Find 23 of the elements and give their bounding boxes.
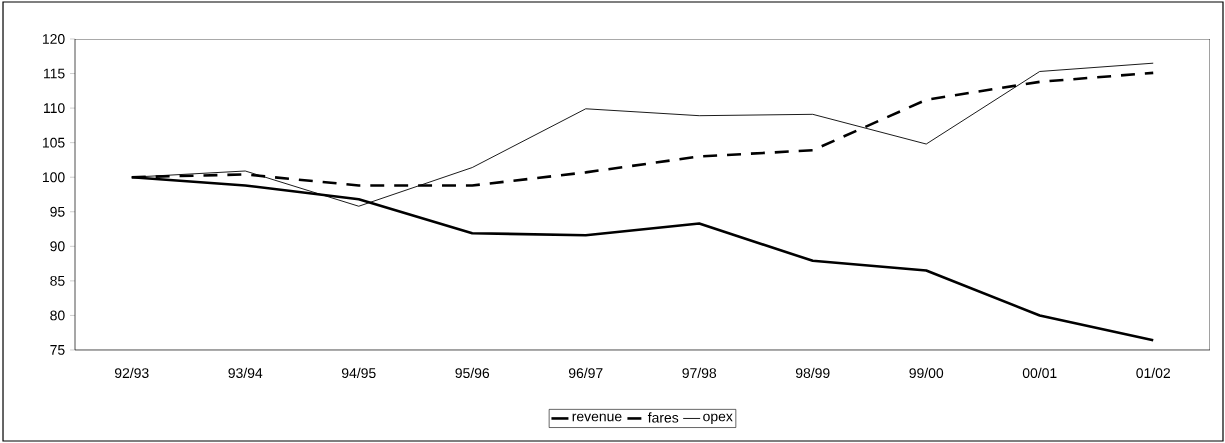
y-tick-label: 85 — [50, 275, 65, 286]
legend-label: revenue — [572, 413, 622, 422]
legend-label: fares — [647, 412, 679, 423]
x-tick-label: 96/97 — [568, 367, 603, 379]
y-tick-label: 120 — [42, 34, 65, 44]
y-tick-label: 90 — [50, 241, 65, 252]
x-tick-label: 00/01 — [1022, 367, 1057, 379]
x-tick-label: 97/98 — [682, 367, 717, 379]
x-tick-label: 99/00 — [909, 367, 944, 379]
y-tick-label: 110 — [44, 103, 65, 114]
y-tick-label: 80 — [50, 310, 65, 321]
x-tick-label: 94/95 — [341, 367, 376, 379]
x-tick-label: 01/02 — [1136, 367, 1170, 379]
y-tick-label: 105 — [42, 137, 65, 148]
y-tick-label: 100 — [42, 172, 65, 183]
legend-label: opex — [703, 413, 733, 425]
x-tick-label: 92/93 — [114, 367, 149, 379]
x-tick-label: 93/94 — [228, 367, 263, 379]
y-tick-label: 115 — [44, 68, 65, 79]
y-tick-label: 75 — [50, 345, 65, 355]
x-tick-label: 95/96 — [455, 367, 490, 379]
x-tick-label: 98/99 — [795, 367, 830, 379]
y-tick-label: 95 — [50, 206, 65, 217]
